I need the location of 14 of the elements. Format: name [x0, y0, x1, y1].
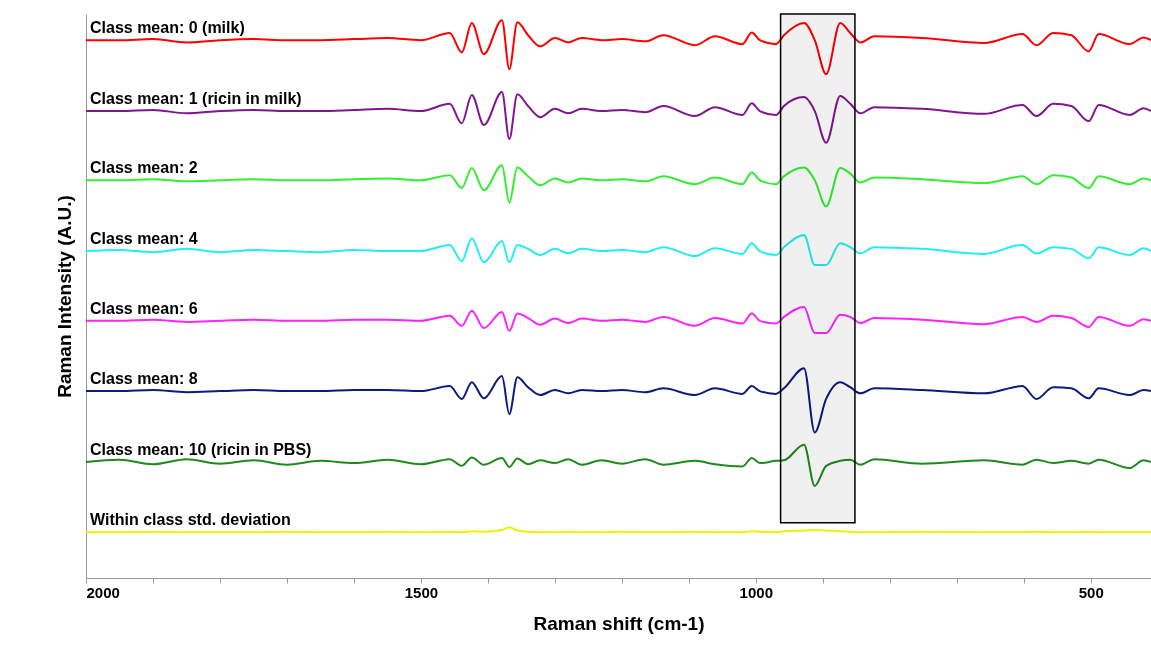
x-tick-label: 500	[1078, 583, 1104, 601]
y-axis-title: Raman Intensity (A.U.)	[53, 195, 75, 398]
series-label: Class mean: 6	[90, 299, 198, 317]
x-tick-label: 1500	[404, 583, 439, 601]
series-label: Class mean: 1 (ricin in milk)	[90, 90, 302, 108]
series-label: Class mean: 2	[90, 159, 198, 177]
series-label: Class mean: 4	[90, 230, 198, 248]
x-axis-title: Raman shift (cm-1)	[533, 612, 705, 634]
series-label: Class mean: 8	[90, 370, 198, 388]
x-tick-label: 1000	[739, 583, 773, 601]
x-tick-label: 2000	[86, 583, 120, 601]
series-label: Class mean: 0 (milk)	[90, 19, 245, 37]
series-label: Within class std. deviation	[90, 511, 291, 529]
series-label: Class mean: 10 (ricin in PBS)	[90, 440, 312, 458]
